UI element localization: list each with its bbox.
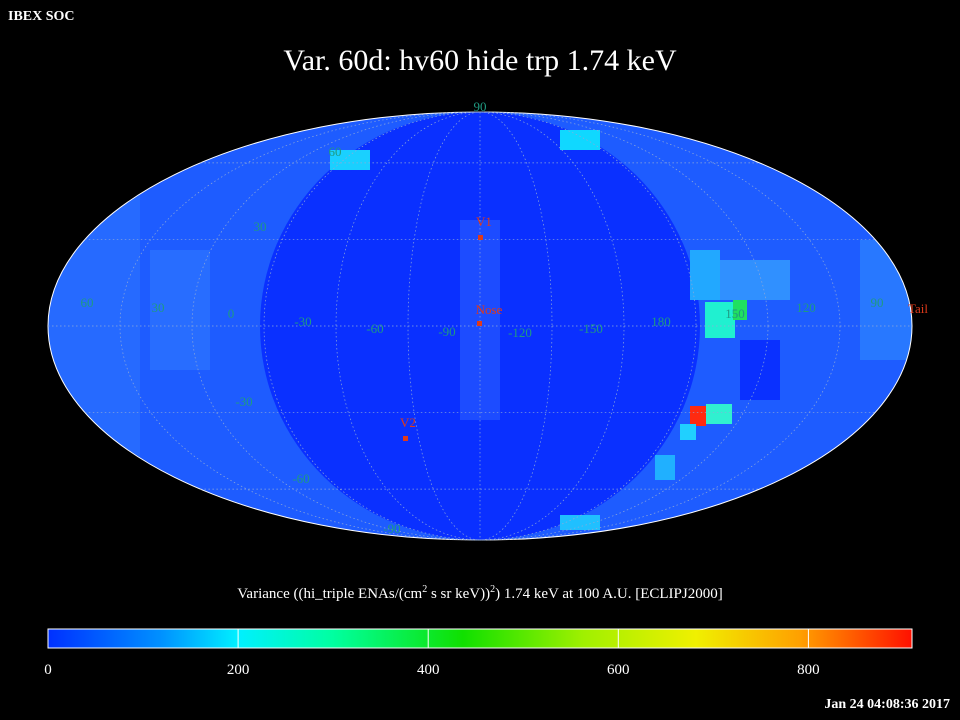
lon-label: -30 <box>294 314 311 329</box>
colorbar <box>47 628 913 649</box>
marker-label: V1 <box>476 214 492 229</box>
lon-label: 180 <box>651 314 671 329</box>
marker-label: Tail <box>908 301 928 316</box>
lon-label: 0 <box>228 306 235 321</box>
marker-label: Nose <box>476 302 503 317</box>
caption-part: s sr keV)) <box>427 586 490 602</box>
lon-label: -90 <box>438 324 455 339</box>
marker-dot <box>403 436 408 441</box>
colorbar-tick-label: 600 <box>607 662 630 678</box>
caption-sup: 2 <box>490 584 495 595</box>
lat-label: 30 <box>254 219 267 234</box>
lat-label: 90 <box>474 99 487 114</box>
lon-label: 30 <box>152 300 165 315</box>
lat-label: -60 <box>292 471 309 486</box>
lon-label: 150 <box>725 306 745 321</box>
marker-label: V2 <box>400 415 416 430</box>
colorbar-tick-label: 200 <box>227 662 250 678</box>
caption-sup: 2 <box>422 584 427 595</box>
lon-label: -120 <box>508 325 532 340</box>
colorbar-caption: Variance ((hi_triple ENAs/(cm2 s sr keV)… <box>237 584 722 602</box>
sky-map: 90 60 30 -30 -60 -90 60 30 0 -30 -60 -90… <box>47 99 928 541</box>
lon-label: 120 <box>796 300 816 315</box>
colorbar-tick-label: 400 <box>417 662 440 678</box>
lon-label: -150 <box>579 321 603 336</box>
marker-dot <box>478 235 483 240</box>
lon-label: -60 <box>366 321 383 336</box>
caption-part: ) 1.74 keV at 100 A.U. [ECLIPJ2000] <box>495 586 723 602</box>
caption-part: Variance ((hi_triple ENAs/(cm <box>237 586 422 602</box>
lat-label: -90 <box>383 521 400 536</box>
timestamp: Jan 24 04:08:36 2017 <box>824 697 950 712</box>
lon-label: 60 <box>81 295 94 310</box>
colorbar-tick-label: 0 <box>44 662 52 678</box>
colorbar-tick-label: 800 <box>797 662 820 678</box>
lat-label: -30 <box>235 394 252 409</box>
title: Var. 60d: hv60 hide trp 1.74 keV <box>283 44 677 77</box>
colorbar-ticks: 0 200 400 600 800 <box>44 629 820 678</box>
lon-label: 90 <box>871 295 884 310</box>
marker-dot <box>477 321 482 326</box>
lat-label: 60 <box>329 144 342 159</box>
app-label: IBEX SOC <box>8 9 75 24</box>
